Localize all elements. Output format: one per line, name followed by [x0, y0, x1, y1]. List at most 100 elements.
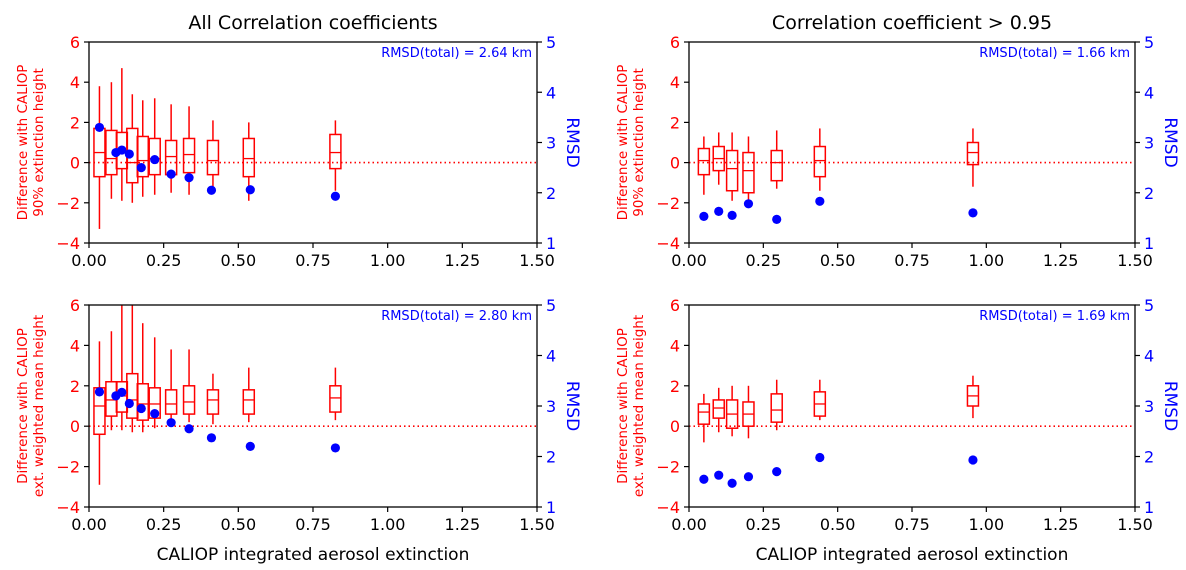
box-plot — [712, 132, 725, 185]
x-tick-label: 0.50 — [820, 515, 856, 534]
box-plot — [164, 349, 178, 425]
y-left-tick-label: 0 — [670, 154, 680, 173]
box-plot — [136, 100, 150, 197]
y-left-axis-label-line: Difference with CALIOP — [15, 65, 31, 221]
chart-panel-2: 0.00 0.25 0.50 0.75 1.00 1.25 1.50 −4 −2 0 2 4 6 1 2 3 4… — [615, 12, 1180, 270]
rmsd-point — [743, 472, 754, 482]
rmsd-point — [206, 185, 217, 195]
box-plot — [712, 387, 725, 433]
y-left-tick-label: 2 — [70, 113, 80, 132]
y-left-tick-label: 4 — [670, 73, 680, 92]
y-right-tick-label: 1 — [1144, 498, 1154, 517]
y-right-tick-label: 3 — [546, 397, 556, 416]
x-tick-label: 0.50 — [221, 515, 257, 534]
rmsd-point — [727, 478, 737, 488]
y-left-axis-label-line: 90% extinction height — [31, 68, 47, 217]
rmsd-point — [245, 441, 255, 451]
y-right-tick-label: 3 — [1144, 397, 1154, 416]
rmsd-point — [968, 455, 978, 465]
y-right-tick-label: 4 — [1144, 83, 1154, 102]
rmsd-point — [699, 211, 709, 221]
box-plot — [105, 331, 118, 431]
box-body — [182, 137, 196, 174]
x-tick-label: 1.00 — [969, 251, 1005, 270]
plot-frame — [688, 304, 1136, 508]
box-plot — [329, 367, 342, 421]
y-left-tick-label: −4 — [656, 234, 680, 253]
rmsd-point — [184, 173, 194, 183]
rmsd-point — [772, 214, 782, 224]
rmsd-point — [166, 418, 176, 428]
y-left-axis-label-line: ext. weighted mean height — [631, 315, 647, 497]
x-tick-label: 1.25 — [1043, 515, 1079, 534]
y-right-tick-label: 2 — [1144, 448, 1154, 467]
y-left-tick-label: 4 — [70, 336, 80, 355]
box-plot — [93, 341, 106, 485]
y-left-axis-label: Difference with CALIOPext. weighted mean… — [15, 315, 47, 497]
y-left-tick-label: −4 — [56, 498, 80, 517]
box-body — [136, 383, 150, 421]
x-tick-label: 1.50 — [519, 251, 555, 270]
y-left-axis-label-line: Difference with CALIOP — [615, 328, 631, 484]
y-right-axis-label: RMSD — [562, 381, 582, 431]
y-right-axis-label: RMSD — [562, 117, 582, 167]
box-plot — [813, 379, 827, 421]
x-tick-label: 1.25 — [445, 251, 481, 270]
y-right-tick-label: 4 — [546, 347, 556, 366]
y-right-tick-label: 3 — [546, 134, 556, 153]
box-body — [136, 135, 150, 178]
x-tick-label: 1.25 — [1043, 251, 1079, 270]
box-plot — [329, 120, 342, 191]
rmsd-point — [150, 154, 160, 165]
box-plot — [126, 305, 139, 433]
rmsd-total-annotation: RMSD(total) = 2.64 km — [381, 46, 532, 61]
box-plot — [966, 128, 980, 187]
rmsd-point — [94, 122, 105, 133]
y-left-tick-label: 0 — [70, 154, 80, 173]
y-right-tick-label: 5 — [1144, 33, 1154, 52]
x-tick-label: 0.25 — [146, 251, 182, 270]
y-right-tick-label: 4 — [1144, 347, 1154, 366]
y-left-tick-label: 4 — [670, 336, 680, 355]
rmsd-total-annotation: RMSD(total) = 1.66 km — [979, 46, 1130, 61]
plot-frame — [88, 304, 538, 508]
rmsd-point — [184, 424, 194, 434]
box-plot — [206, 373, 220, 425]
x-tick-label: 0.50 — [221, 251, 257, 270]
y-left-tick-label: 0 — [670, 417, 680, 436]
x-axis-label: CALIOP integrated aerosol extinction — [756, 545, 1069, 565]
box-body — [712, 399, 725, 419]
box-body — [206, 139, 220, 176]
y-left-axis-label-line: 90% extinction height — [631, 68, 647, 217]
y-left-tick-label: 2 — [670, 377, 680, 396]
rmsd-point — [206, 433, 217, 443]
rmsd-point — [245, 185, 255, 195]
y-right-tick-label: 5 — [1144, 296, 1154, 315]
plot-frame — [88, 41, 538, 244]
rmsd-point — [94, 387, 105, 397]
x-tick-label: 1.25 — [445, 515, 481, 534]
box-plot — [126, 94, 139, 203]
y-left-tick-label: −2 — [56, 458, 80, 477]
box-body — [742, 151, 755, 194]
y-right-tick-label: 1 — [1144, 234, 1154, 253]
rmsd-point — [136, 403, 146, 414]
x-tick-label: 1.50 — [1117, 515, 1153, 534]
y-right-tick-label: 2 — [546, 184, 556, 203]
box-body — [242, 389, 256, 415]
y-left-tick-label: 6 — [670, 296, 680, 315]
y-right-tick-label: 2 — [1144, 184, 1154, 203]
x-tick-label: 0.75 — [894, 251, 930, 270]
rmsd-point — [330, 443, 340, 453]
x-tick-label: 0.75 — [894, 515, 930, 534]
y-left-tick-label: 2 — [670, 113, 680, 132]
box-plot — [770, 379, 783, 431]
x-tick-label: 0.25 — [146, 515, 182, 534]
y-left-axis-label-line: Difference with CALIOP — [15, 328, 31, 484]
rmsd-point — [124, 398, 134, 409]
y-left-tick-label: −2 — [56, 194, 80, 213]
box-plot — [966, 375, 980, 419]
box-plot — [813, 128, 827, 191]
x-tick-label: 0.75 — [295, 515, 331, 534]
box-body — [164, 139, 178, 176]
